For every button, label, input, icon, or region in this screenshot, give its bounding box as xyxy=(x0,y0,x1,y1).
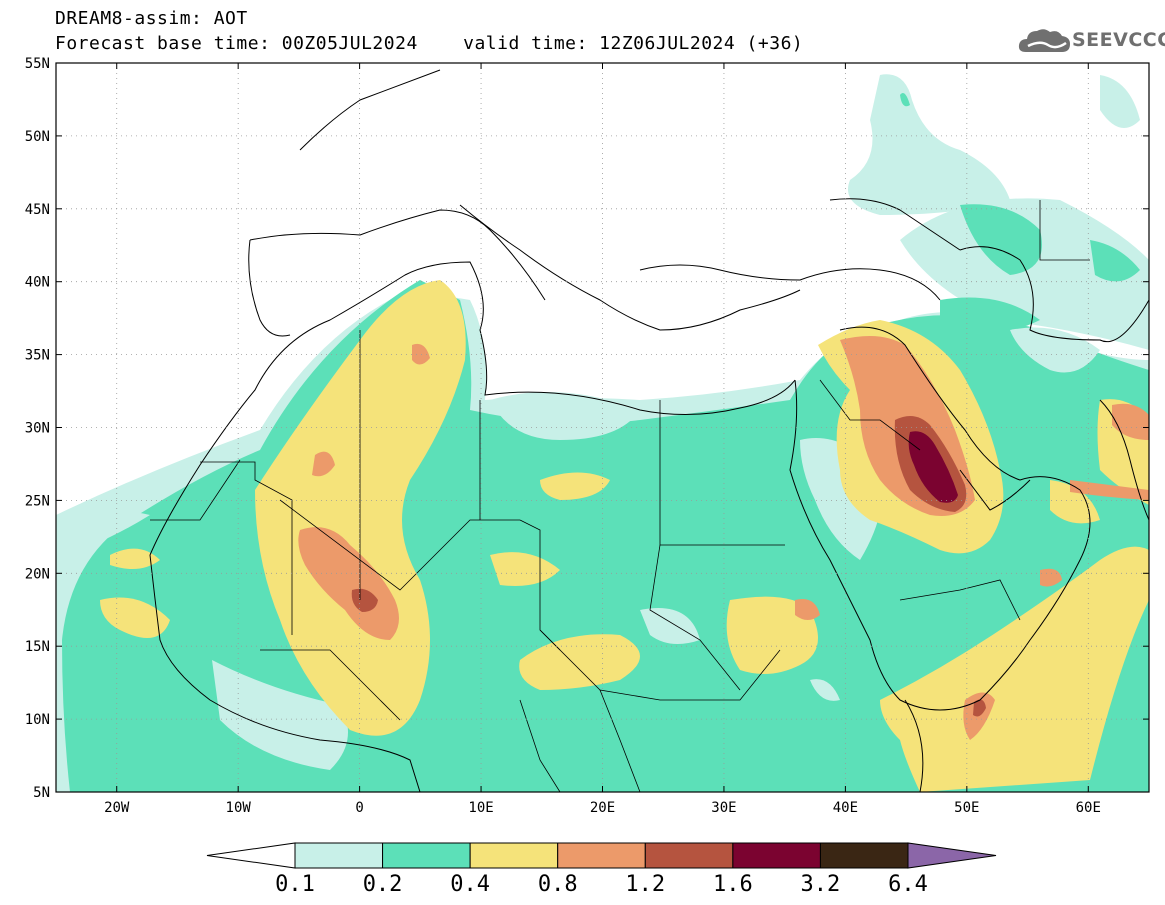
lat-label: 30N xyxy=(25,421,50,437)
lon-label: 40E xyxy=(833,800,858,816)
lon-label: 30E xyxy=(711,800,736,816)
lon-label: 60E xyxy=(1076,800,1101,816)
aot-contours xyxy=(56,63,1149,792)
country-borders xyxy=(150,200,1090,792)
colorbar-max-arrow xyxy=(907,842,997,869)
lon-label: 10E xyxy=(468,800,493,816)
colorbar-label: 0.4 xyxy=(450,872,490,897)
logo-text: SEEVCCC xyxy=(1072,29,1165,51)
colorbar-label: 0.1 xyxy=(275,872,315,897)
lat-label: 40N xyxy=(25,275,50,291)
colorbar-box xyxy=(382,842,471,869)
lat-label: 20N xyxy=(25,566,50,582)
lon-label: 0 xyxy=(355,800,363,816)
aot-level-1.6 xyxy=(908,431,958,503)
lon-label: 20E xyxy=(590,800,615,816)
coastlines xyxy=(149,69,1149,792)
lat-label: 35N xyxy=(25,348,50,364)
lon-label: 20W xyxy=(104,800,130,816)
forecast-time-line: Forecast base time: 00Z05JUL2024 valid t… xyxy=(55,33,804,54)
colorbar-label: 6.4 xyxy=(888,872,928,897)
lon-label: 10W xyxy=(226,800,252,816)
seevccc-logo: SEEVCCC xyxy=(1018,26,1165,58)
lat-label: 25N xyxy=(25,493,50,509)
lat-label: 10N xyxy=(25,712,50,728)
cloud-icon xyxy=(1018,29,1070,52)
colorbar-label: 0.2 xyxy=(363,872,403,897)
colorbar-box xyxy=(644,842,734,869)
colorbar-box xyxy=(732,842,821,869)
lat-label: 15N xyxy=(25,639,50,655)
graticule xyxy=(56,63,1149,792)
colorbar-box xyxy=(469,842,559,869)
colorbar-label: 0.8 xyxy=(538,872,578,897)
colorbar-box xyxy=(294,842,384,869)
lat-label: 55N xyxy=(25,56,50,72)
lon-label: 50E xyxy=(954,800,979,816)
lat-label: 5N xyxy=(33,785,50,801)
colorbar-label: 3.2 xyxy=(801,872,841,897)
colorbar-min-arrow xyxy=(206,842,296,869)
axis-ticks: 55N 50N 45N 40N 35N 30N 25N 20N 15N 10N 5N 20W 10W 0 1… xyxy=(25,56,1149,816)
colorbar-label: 1.6 xyxy=(713,872,753,897)
lat-label: 50N xyxy=(25,129,50,145)
lat-label: 45N xyxy=(25,202,50,218)
colorbar-box xyxy=(557,842,646,869)
map-title: DREAM8-assim: AOT xyxy=(55,8,248,29)
colorbar-box xyxy=(819,842,909,869)
colorbar-label: 1.2 xyxy=(625,872,665,897)
colorbar: 0.1 0.2 0.4 0.8 1.2 1.6 3.2 6.4 xyxy=(206,842,997,897)
